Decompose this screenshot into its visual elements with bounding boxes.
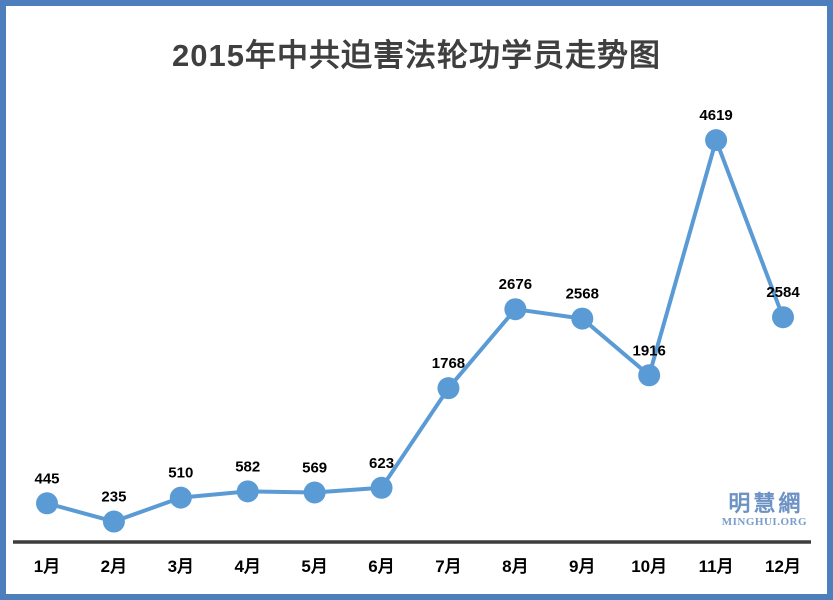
x-tick-label: 6月 xyxy=(368,557,394,576)
data-point-marker xyxy=(571,307,594,330)
x-tick-label: 2月 xyxy=(101,557,127,576)
x-tick-label: 8月 xyxy=(502,557,528,576)
watermark: 明慧網 MINGHUI.ORG xyxy=(722,493,807,528)
data-label: 2676 xyxy=(499,276,532,293)
data-point-marker xyxy=(236,480,259,503)
data-label: 510 xyxy=(168,465,193,482)
data-point-marker xyxy=(169,486,192,509)
data-label: 623 xyxy=(369,455,394,472)
minghui-logo-latin-text: MINGHUI.ORG xyxy=(721,516,807,528)
x-tick-label: 1月 xyxy=(34,557,60,576)
x-tick-label: 4月 xyxy=(234,557,260,576)
data-label: 1768 xyxy=(432,355,465,372)
minghui-logo-cjk-text: 明慧網 xyxy=(728,491,804,516)
x-tick-label: 10月 xyxy=(631,557,667,576)
data-point-marker xyxy=(705,129,728,152)
line-chart: 445 1月 235 2月 510 3月 582 4月 569 5月 623 6月 1768 7月 2676… xyxy=(13,107,811,576)
data-label: 4619 xyxy=(699,107,732,124)
data-point-marker xyxy=(370,476,393,499)
x-tick-label: 12月 xyxy=(765,557,801,576)
data-label: 582 xyxy=(235,458,260,475)
x-tick-label: 9月 xyxy=(569,557,595,576)
data-label: 2584 xyxy=(766,284,800,301)
data-point-marker xyxy=(504,298,527,321)
data-label: 569 xyxy=(302,459,327,476)
chart-title: 2015年中共迫害法轮功学员走势图 xyxy=(172,38,661,73)
x-tick-label: 5月 xyxy=(301,557,327,576)
data-point-marker xyxy=(303,481,326,504)
x-tick-label: 3月 xyxy=(168,557,194,576)
data-label: 235 xyxy=(101,489,126,506)
trend-line xyxy=(45,138,785,524)
data-point-marker xyxy=(638,364,661,387)
data-point-marker xyxy=(102,510,125,533)
x-tick-label: 11月 xyxy=(699,557,734,576)
data-label: 445 xyxy=(34,470,59,487)
data-label: 1916 xyxy=(632,342,665,359)
data-point-marker xyxy=(36,492,58,515)
data-point-marker xyxy=(437,377,460,400)
x-tick-label: 7月 xyxy=(435,557,461,576)
data-label: 2568 xyxy=(566,286,599,303)
data-point-marker xyxy=(772,306,794,329)
